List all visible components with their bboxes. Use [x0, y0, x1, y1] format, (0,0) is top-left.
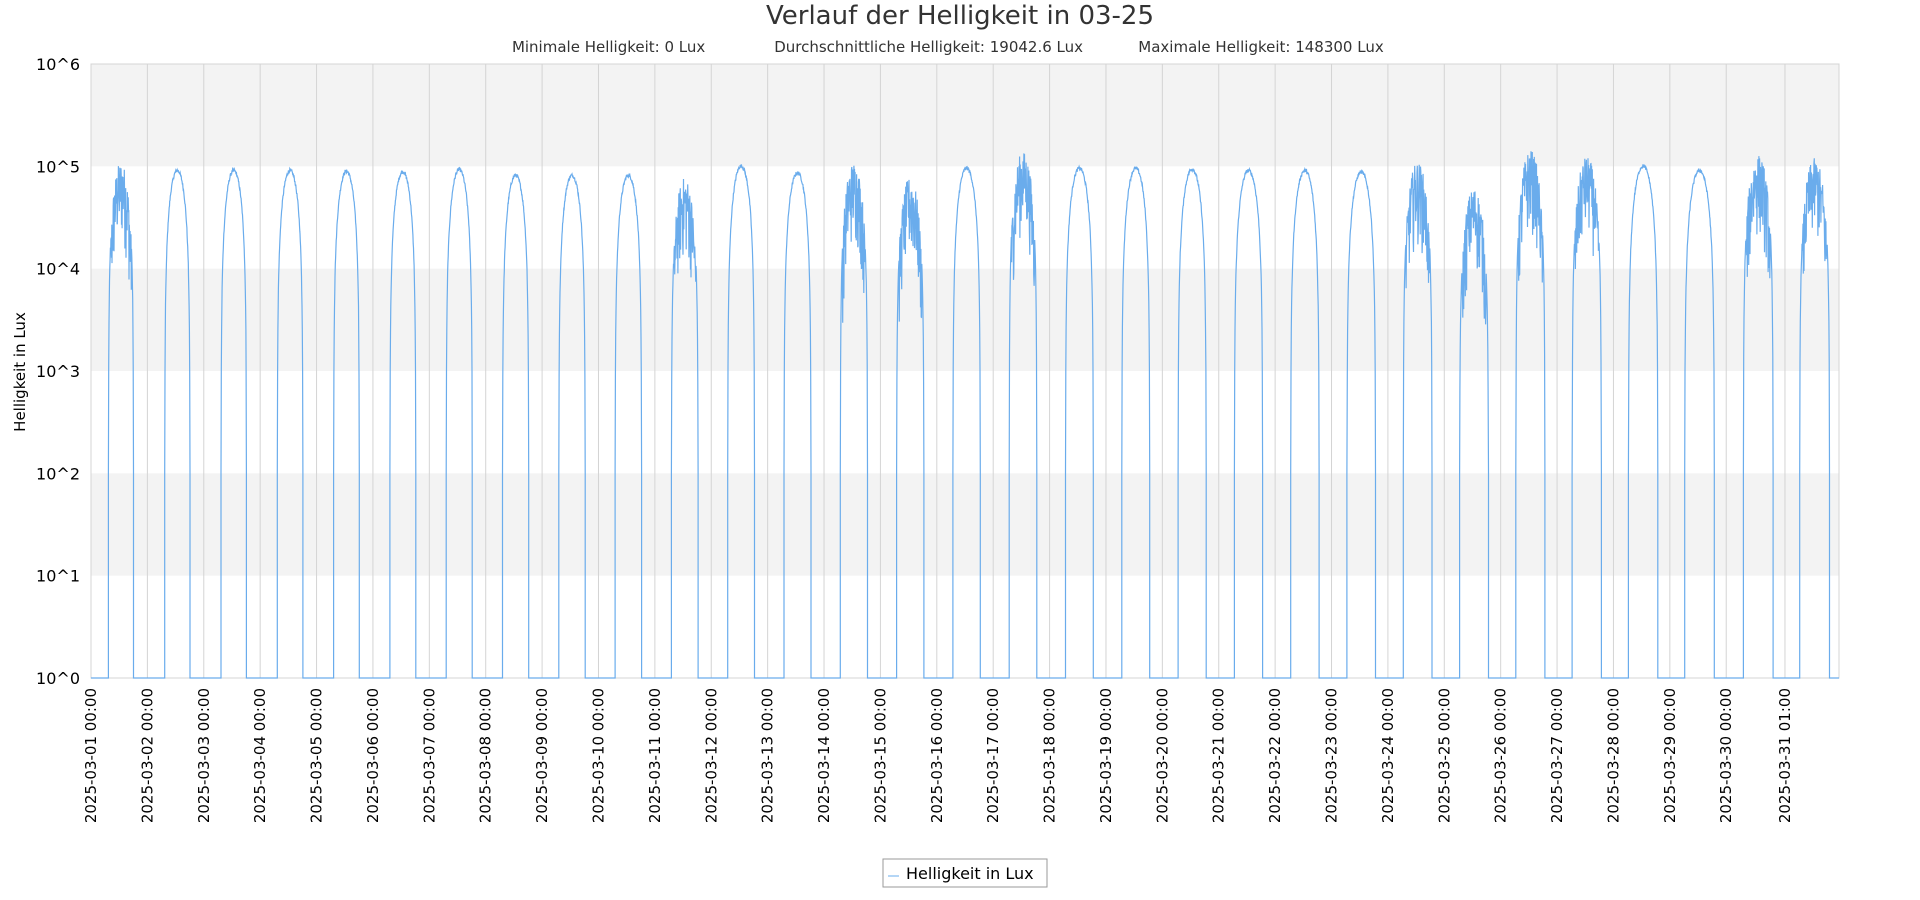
legend-box [882, 858, 1048, 888]
y-axis-label: Helligkeit in Lux [11, 312, 29, 432]
x-tick-label: 2025-03-11 00:00 [646, 688, 664, 823]
y-tick-label: 10^0 [36, 669, 80, 688]
legend: Helligkeit in Lux [882, 858, 1048, 888]
x-tick-label: 2025-03-19 00:00 [1097, 688, 1115, 823]
x-tick-label: 2025-03-04 00:00 [251, 688, 269, 823]
x-axis-ticks: 2025-03-01 00:00 2025-03-02 00:00 2025-03-… [82, 688, 1794, 823]
subtitle-min: Minimale Helligkeit: 0 Lux [512, 38, 705, 56]
x-tick-label: 2025-03-16 00:00 [928, 688, 946, 823]
y-tick-label: 10^3 [36, 362, 80, 381]
x-tick-label: 2025-03-23 00:00 [1323, 688, 1341, 823]
y-tick-label: 10^4 [36, 260, 80, 279]
band-decade-3 [91, 268, 1839, 371]
x-tick-label: 2025-03-03 00:00 [195, 688, 213, 823]
y-axis-ticks: 10^0 10^1 10^2 10^3 10^4 10^5 10^6 [36, 55, 80, 688]
plot-frame [90, 63, 1840, 679]
x-tick-label: 2025-03-24 00:00 [1379, 688, 1397, 823]
x-tick-label: 2025-03-02 00:00 [138, 688, 156, 823]
x-tick-label: 2025-03-15 00:00 [871, 688, 889, 823]
legend-entry: Helligkeit in Lux [906, 864, 1034, 883]
band-decade-1 [91, 473, 1839, 576]
x-tick-label: 2025-03-06 00:00 [364, 688, 382, 823]
x-tick-label: 2025-03-20 00:00 [1153, 688, 1171, 823]
y-tick-label: 10^1 [36, 567, 80, 586]
x-tick-label: 2025-03-14 00:00 [815, 688, 833, 823]
x-tick-label: 2025-03-17 00:00 [984, 688, 1002, 823]
x-tick-label: 2025-03-01 00:00 [82, 688, 100, 823]
x-tick-label: 2025-03-12 00:00 [702, 688, 720, 823]
x-tick-label: 2025-03-29 00:00 [1661, 688, 1679, 823]
x-tick-label: 2025-03-08 00:00 [477, 688, 495, 823]
x-gridlines [90, 64, 1786, 678]
x-tick-label: 2025-03-27 00:00 [1548, 688, 1566, 823]
subtitle-max: Maximale Helligkeit: 148300 Lux [1138, 38, 1384, 56]
plot-background-bands [91, 64, 1839, 576]
y-tick-label: 10^6 [36, 55, 80, 74]
x-tick-label: 2025-03-22 00:00 [1266, 688, 1284, 823]
x-tick-label: 2025-03-26 00:00 [1492, 688, 1510, 823]
x-tick-label: 2025-03-21 00:00 [1210, 688, 1228, 823]
chart-subtitle: Minimale Helligkeit: 0 Lux Durchschnittl… [512, 38, 1384, 56]
x-tick-label: 2025-03-28 00:00 [1604, 688, 1622, 823]
y-tick-label: 10^5 [36, 157, 80, 176]
x-tick-label: 2025-03-13 00:00 [759, 688, 777, 823]
x-tick-label: 2025-03-31 01:00 [1776, 688, 1794, 823]
x-tick-label: 2025-03-09 00:00 [533, 688, 551, 823]
x-tick-label: 2025-03-05 00:00 [308, 688, 326, 823]
subtitle-avg: Durchschnittliche Helligkeit: 19042.6 Lu… [774, 38, 1083, 56]
x-tick-label: 2025-03-30 00:00 [1717, 688, 1735, 823]
x-tick-label: 2025-03-10 00:00 [589, 688, 607, 823]
series-helligkeit [91, 151, 1839, 679]
series-line [91, 151, 1839, 679]
y-tick-label: 10^2 [36, 464, 80, 483]
chart-title: Verlauf der Helligkeit in 03-25 [766, 1, 1154, 31]
x-tick-label: 2025-03-07 00:00 [420, 688, 438, 823]
x-tick-label: 2025-03-25 00:00 [1435, 688, 1453, 823]
x-tick-label: 2025-03-18 00:00 [1041, 688, 1059, 823]
band-decade-5 [91, 64, 1839, 167]
